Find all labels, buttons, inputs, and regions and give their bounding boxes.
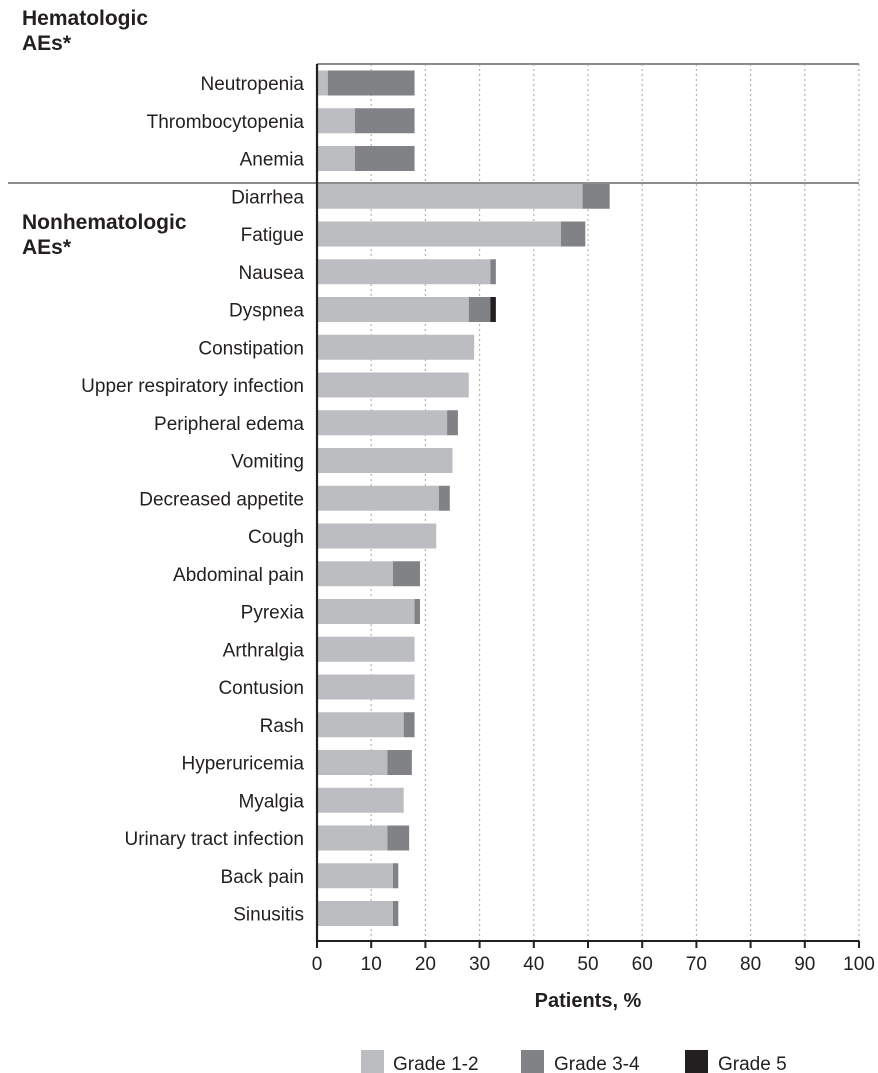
bar-thrombocytopenia-grade-1-2 [317,108,355,134]
category-label-urinary-tract-infection: Urinary tract infection [124,829,304,850]
bar-anemia-grade-3-4 [354,146,415,171]
bar-peripheral-edema-grade-1-2 [317,410,448,436]
bar-thrombocytopenia-grade-3-4 [354,108,415,134]
category-label-dyspnea: Dyspnea [229,301,304,322]
bar-nausea-grade-3-4 [490,259,496,285]
bar-diarrhea-grade-1-2 [317,183,583,209]
section-label-nonhematologic: Nonhematologic [22,211,187,234]
bar-rash-grade-1-2 [317,712,404,738]
category-label-decreased-appetite: Decreased appetite [139,489,304,510]
bar-sinusitis-grade-1-2 [317,901,393,926]
bar-rash-grade-3-4 [403,712,415,738]
category-label-hyperuricemia: Hyperuricemia [182,754,305,775]
bar-nausea-grade-1-2 [317,259,491,285]
legend-swatch-grade-3-4 [521,1050,544,1073]
category-label-rash: Rash [260,716,304,737]
bar-myalgia-grade-1-2 [317,787,404,813]
x-tick-label-60: 60 [632,954,653,975]
bar-urinary-tract-infection-grade-3-4 [387,825,410,851]
legend: Grade 1-2 Grade 3-4 Grade 5 [361,1050,787,1073]
legend-swatch-grade-5 [685,1050,708,1073]
bar-contusion-grade-1-2 [317,674,415,700]
bar-neutropenia-grade-3-4 [327,70,415,96]
bar-pyrexia-grade-1-2 [317,599,415,624]
section-label-aes: AEs* [22,32,72,55]
bar-peripheral-edema-grade-3-4 [447,410,458,436]
bar-dyspnea-grade-1-2 [317,297,469,322]
category-label-sinusitis: Sinusitis [233,905,304,926]
bar-neutropenia-grade-1-2 [317,70,328,96]
bar-fatigue-grade-1-2 [317,221,561,247]
category-label-back-pain: Back pain [221,867,304,888]
category-label-upper-respiratory-infection: Upper respiratory infection [81,376,304,397]
x-tick-label-100: 100 [843,954,875,975]
bar-constipation-grade-1-2 [317,334,475,360]
x-tick-label-0: 0 [312,954,323,975]
category-labels: Neutropenia Thrombocytopenia Anemia Diarrhe… [81,74,304,926]
x-tick-label-80: 80 [740,954,761,975]
x-tick-label-90: 90 [794,954,815,975]
bar-anemia-grade-1-2 [317,146,355,171]
bar-abdominal-pain-grade-3-4 [392,561,420,587]
bar-pyrexia-grade-3-4 [414,599,420,624]
category-label-abdominal-pain: Abdominal pain [173,565,304,586]
category-label-cough: Cough [248,527,304,548]
legend-label-grade-3-4: Grade 3-4 [554,1054,640,1073]
section-separators [8,63,859,184]
category-label-diarrhea: Diarrhea [231,187,304,208]
category-label-myalgia: Myalgia [239,791,305,812]
category-label-arthralgia: Arthralgia [223,640,305,661]
category-label-pyrexia: Pyrexia [241,603,305,624]
category-label-vomiting: Vomiting [231,452,304,473]
axes: 0 10 20 30 40 50 60 70 80 90 100 [312,64,875,975]
category-label-neutropenia: Neutropenia [200,74,304,95]
bars [317,70,610,926]
category-label-fatigue: Fatigue [241,225,304,246]
x-axis-title: Patients, % [535,990,642,1012]
category-label-constipation: Constipation [198,338,304,359]
bar-hyperuricemia-grade-1-2 [317,750,388,775]
category-label-nausea: Nausea [239,263,305,284]
section-label-aes: AEs* [22,236,72,259]
bar-urinary-tract-infection-grade-1-2 [317,825,388,851]
bar-decreased-appetite-grade-3-4 [438,485,450,511]
bar-abdominal-pain-grade-1-2 [317,561,393,587]
legend-swatch-grade-1-2 [361,1050,384,1073]
bar-hyperuricemia-grade-3-4 [387,750,412,775]
section-label-hematologic: Hematologic [22,7,148,30]
x-tick-label-70: 70 [686,954,707,975]
x-tick-label-40: 40 [523,954,544,975]
category-label-contusion: Contusion [218,678,304,699]
bar-back-pain-grade-1-2 [317,863,393,889]
bar-dyspnea-grade-3-4 [468,297,491,322]
category-label-peripheral-edema: Peripheral edema [154,414,304,435]
x-tick-label-50: 50 [577,954,598,975]
legend-label-grade-5: Grade 5 [718,1054,787,1073]
bar-back-pain-grade-3-4 [392,863,399,889]
bar-sinusitis-grade-3-4 [392,901,399,926]
legend-label-grade-1-2: Grade 1-2 [393,1054,479,1073]
bar-upper-respiratory-infection-grade-1-2 [317,372,469,398]
gridlines [370,64,860,941]
x-tick-label-20: 20 [415,954,436,975]
bar-decreased-appetite-grade-1-2 [317,485,439,511]
x-tick-label-10: 10 [361,954,382,975]
bar-vomiting-grade-1-2 [317,448,453,473]
category-label-thrombocytopenia: Thrombocytopenia [147,112,305,133]
bar-cough-grade-1-2 [317,523,437,549]
x-tick-label-30: 30 [469,954,490,975]
bar-diarrhea-grade-3-4 [582,183,610,209]
bar-dyspnea-grade-5 [490,297,496,322]
category-label-anemia: Anemia [240,150,305,171]
bar-arthralgia-grade-1-2 [317,636,415,662]
bar-fatigue-grade-3-4 [560,221,586,247]
